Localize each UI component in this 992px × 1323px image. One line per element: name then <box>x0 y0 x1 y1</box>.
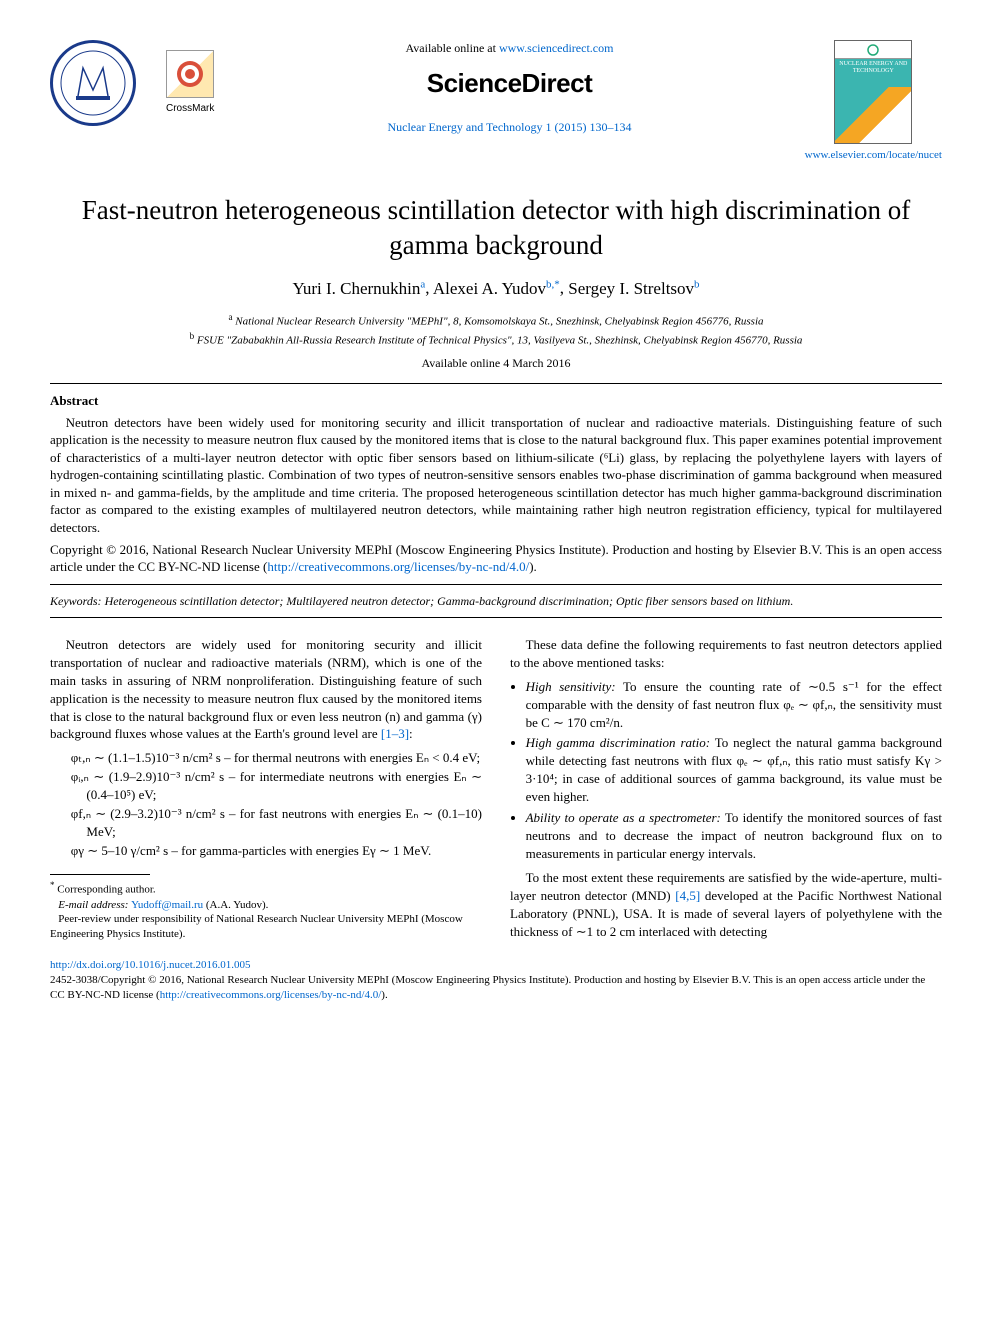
footer-close: ). <box>381 989 387 1001</box>
page-header: CrossMark Available online at www.scienc… <box>50 40 942 163</box>
flux-item: φγ ∼ 5–10 γ/cm² s – for gamma-particles … <box>71 842 482 860</box>
body-paragraph: These data define the following requirem… <box>510 636 942 672</box>
peer-review-note: Peer-review under responsibility of Nati… <box>50 912 482 942</box>
journal-cover-block: NUCLEAR ENERGY AND TECHNOLOGY www.elsevi… <box>805 40 942 163</box>
affiliations: a National Nuclear Research University "… <box>50 311 942 349</box>
author-affiliation-mark[interactable]: b,* <box>546 278 560 290</box>
affiliation-label: b <box>190 331 195 341</box>
footnote-separator <box>50 874 150 875</box>
affiliation: a National Nuclear Research University "… <box>50 311 942 330</box>
requirement-label: High gamma discrimination ratio: <box>526 735 710 750</box>
abstract-section: Abstract Neutron detectors have been wid… <box>50 392 942 575</box>
peer-review-text: Peer-review under responsibility of Nati… <box>50 913 463 940</box>
journal-citation-link[interactable]: Nuclear Energy and Technology 1 (2015) 1… <box>387 120 631 134</box>
crossmark-label: CrossMark <box>166 102 214 116</box>
flux-value-list: φₜ,ₙ ∼ (1.1–1.5)10⁻³ n/cm² s – for therm… <box>71 749 482 860</box>
author-affiliation-mark[interactable]: b <box>694 278 700 290</box>
journal-cover-icon: NUCLEAR ENERGY AND TECHNOLOGY <box>834 40 912 144</box>
divider <box>50 584 942 585</box>
body-paragraph: To the most extent these requirements ar… <box>510 869 942 941</box>
footnote-block: * Corresponding author. E-mail address: … <box>50 879 482 942</box>
keywords-text: Heterogeneous scintillation detector; Mu… <box>102 594 794 608</box>
crossmark-icon <box>166 50 214 98</box>
abstract-copyright: Copyright © 2016, National Research Nucl… <box>50 541 942 576</box>
corresponding-text: Corresponding author. <box>57 884 155 896</box>
flux-item: φᵢ,ₙ ∼ (1.9–2.9)10⁻³ n/cm² s – for inter… <box>71 768 482 804</box>
affiliation-text: FSUE "Zababakhin All-Russia Research Ins… <box>197 334 803 346</box>
requirements-list: High sensitivity: To ensure the counting… <box>526 678 942 863</box>
journal-homepage-link[interactable]: www.elsevier.com/locate/nucet <box>805 148 942 163</box>
cover-header-text: NUCLEAR ENERGY AND TECHNOLOGY <box>835 59 911 87</box>
available-prefix: Available online at <box>406 41 499 55</box>
author-list: Yuri I. Chernukhina, Alexei A. Yudovb,*,… <box>50 277 942 301</box>
paragraph-tail: : <box>409 726 413 741</box>
abstract-text: Neutron detectors have been widely used … <box>50 414 942 537</box>
email-person: (A.A. Yudov). <box>203 899 268 911</box>
requirement-item: High sensitivity: To ensure the counting… <box>526 678 942 732</box>
author-email-link[interactable]: Yudoff@mail.ru <box>131 899 203 911</box>
citation-link[interactable]: [4,5] <box>675 888 700 903</box>
keywords-label: Keywords: <box>50 594 102 608</box>
center-header: Available online at www.sciencedirect.co… <box>214 40 804 135</box>
requirement-label: High sensitivity: <box>526 679 616 694</box>
footer-copyright: 2452-3038/Copyright © 2016, National Res… <box>50 973 942 1003</box>
doi-link[interactable]: http://dx.doi.org/10.1016/j.nucet.2016.0… <box>50 959 251 971</box>
citation-link[interactable]: [1–3] <box>381 726 409 741</box>
right-column: These data define the following requirem… <box>510 636 942 942</box>
mephi-logo-icon <box>50 40 136 126</box>
flux-item: φₜ,ₙ ∼ (1.1–1.5)10⁻³ n/cm² s – for therm… <box>71 749 482 767</box>
author: Yuri I. Chernukhina <box>292 279 425 298</box>
body-paragraph: Neutron detectors are widely used for mo… <box>50 636 482 744</box>
affiliation: b FSUE "Zababakhin All-Russia Research I… <box>50 330 942 349</box>
footer-license-link[interactable]: http://creativecommons.org/licenses/by-n… <box>160 989 382 1001</box>
corresponding-author-note: * Corresponding author. <box>50 879 482 898</box>
affiliation-text: National Nuclear Research University "ME… <box>235 315 763 327</box>
author-name: Sergey I. Streltsov <box>568 279 694 298</box>
affiliation-label: a <box>228 312 232 322</box>
sciencedirect-logo: ScienceDirect <box>234 66 784 101</box>
license-link[interactable]: http://creativecommons.org/licenses/by-n… <box>267 559 529 574</box>
page-footer: http://dx.doi.org/10.1016/j.nucet.2016.0… <box>50 958 942 1003</box>
left-column: Neutron detectors are widely used for mo… <box>50 636 482 942</box>
divider <box>50 617 942 618</box>
sciencedirect-url-link[interactable]: www.sciencedirect.com <box>499 41 614 55</box>
author-affiliation-mark[interactable]: a <box>420 278 425 290</box>
article-title: Fast-neutron heterogeneous scintillation… <box>50 193 942 263</box>
requirement-item: Ability to operate as a spectrometer: To… <box>526 809 942 863</box>
available-online-date: Available online 4 March 2016 <box>50 355 942 371</box>
abstract-heading: Abstract <box>50 392 942 410</box>
available-online-line: Available online at www.sciencedirect.co… <box>234 40 784 56</box>
email-label: E-mail address: <box>58 899 131 911</box>
author-name: Alexei A. Yudov <box>433 279 546 298</box>
crossmark-badge[interactable]: CrossMark <box>166 50 214 116</box>
author-name: Yuri I. Chernukhin <box>292 279 420 298</box>
body-columns: Neutron detectors are widely used for mo… <box>50 636 942 942</box>
email-line: E-mail address: Yudoff@mail.ru (A.A. Yud… <box>50 898 482 913</box>
author: Alexei A. Yudovb,* <box>433 279 560 298</box>
divider <box>50 383 942 384</box>
requirement-label: Ability to operate as a spectrometer: <box>526 810 721 825</box>
flux-item: φf,ₙ ∼ (2.9–3.2)10⁻³ n/cm² s – for fast … <box>71 805 482 841</box>
requirement-item: High gamma discrimination ratio: To negl… <box>526 734 942 806</box>
author: Sergey I. Streltsovb <box>568 279 699 298</box>
copyright-close: ). <box>529 559 537 574</box>
paragraph-text: Neutron detectors are widely used for mo… <box>50 637 482 742</box>
keywords-line: Keywords: Heterogeneous scintillation de… <box>50 593 942 609</box>
left-logo-group: CrossMark <box>50 40 214 126</box>
